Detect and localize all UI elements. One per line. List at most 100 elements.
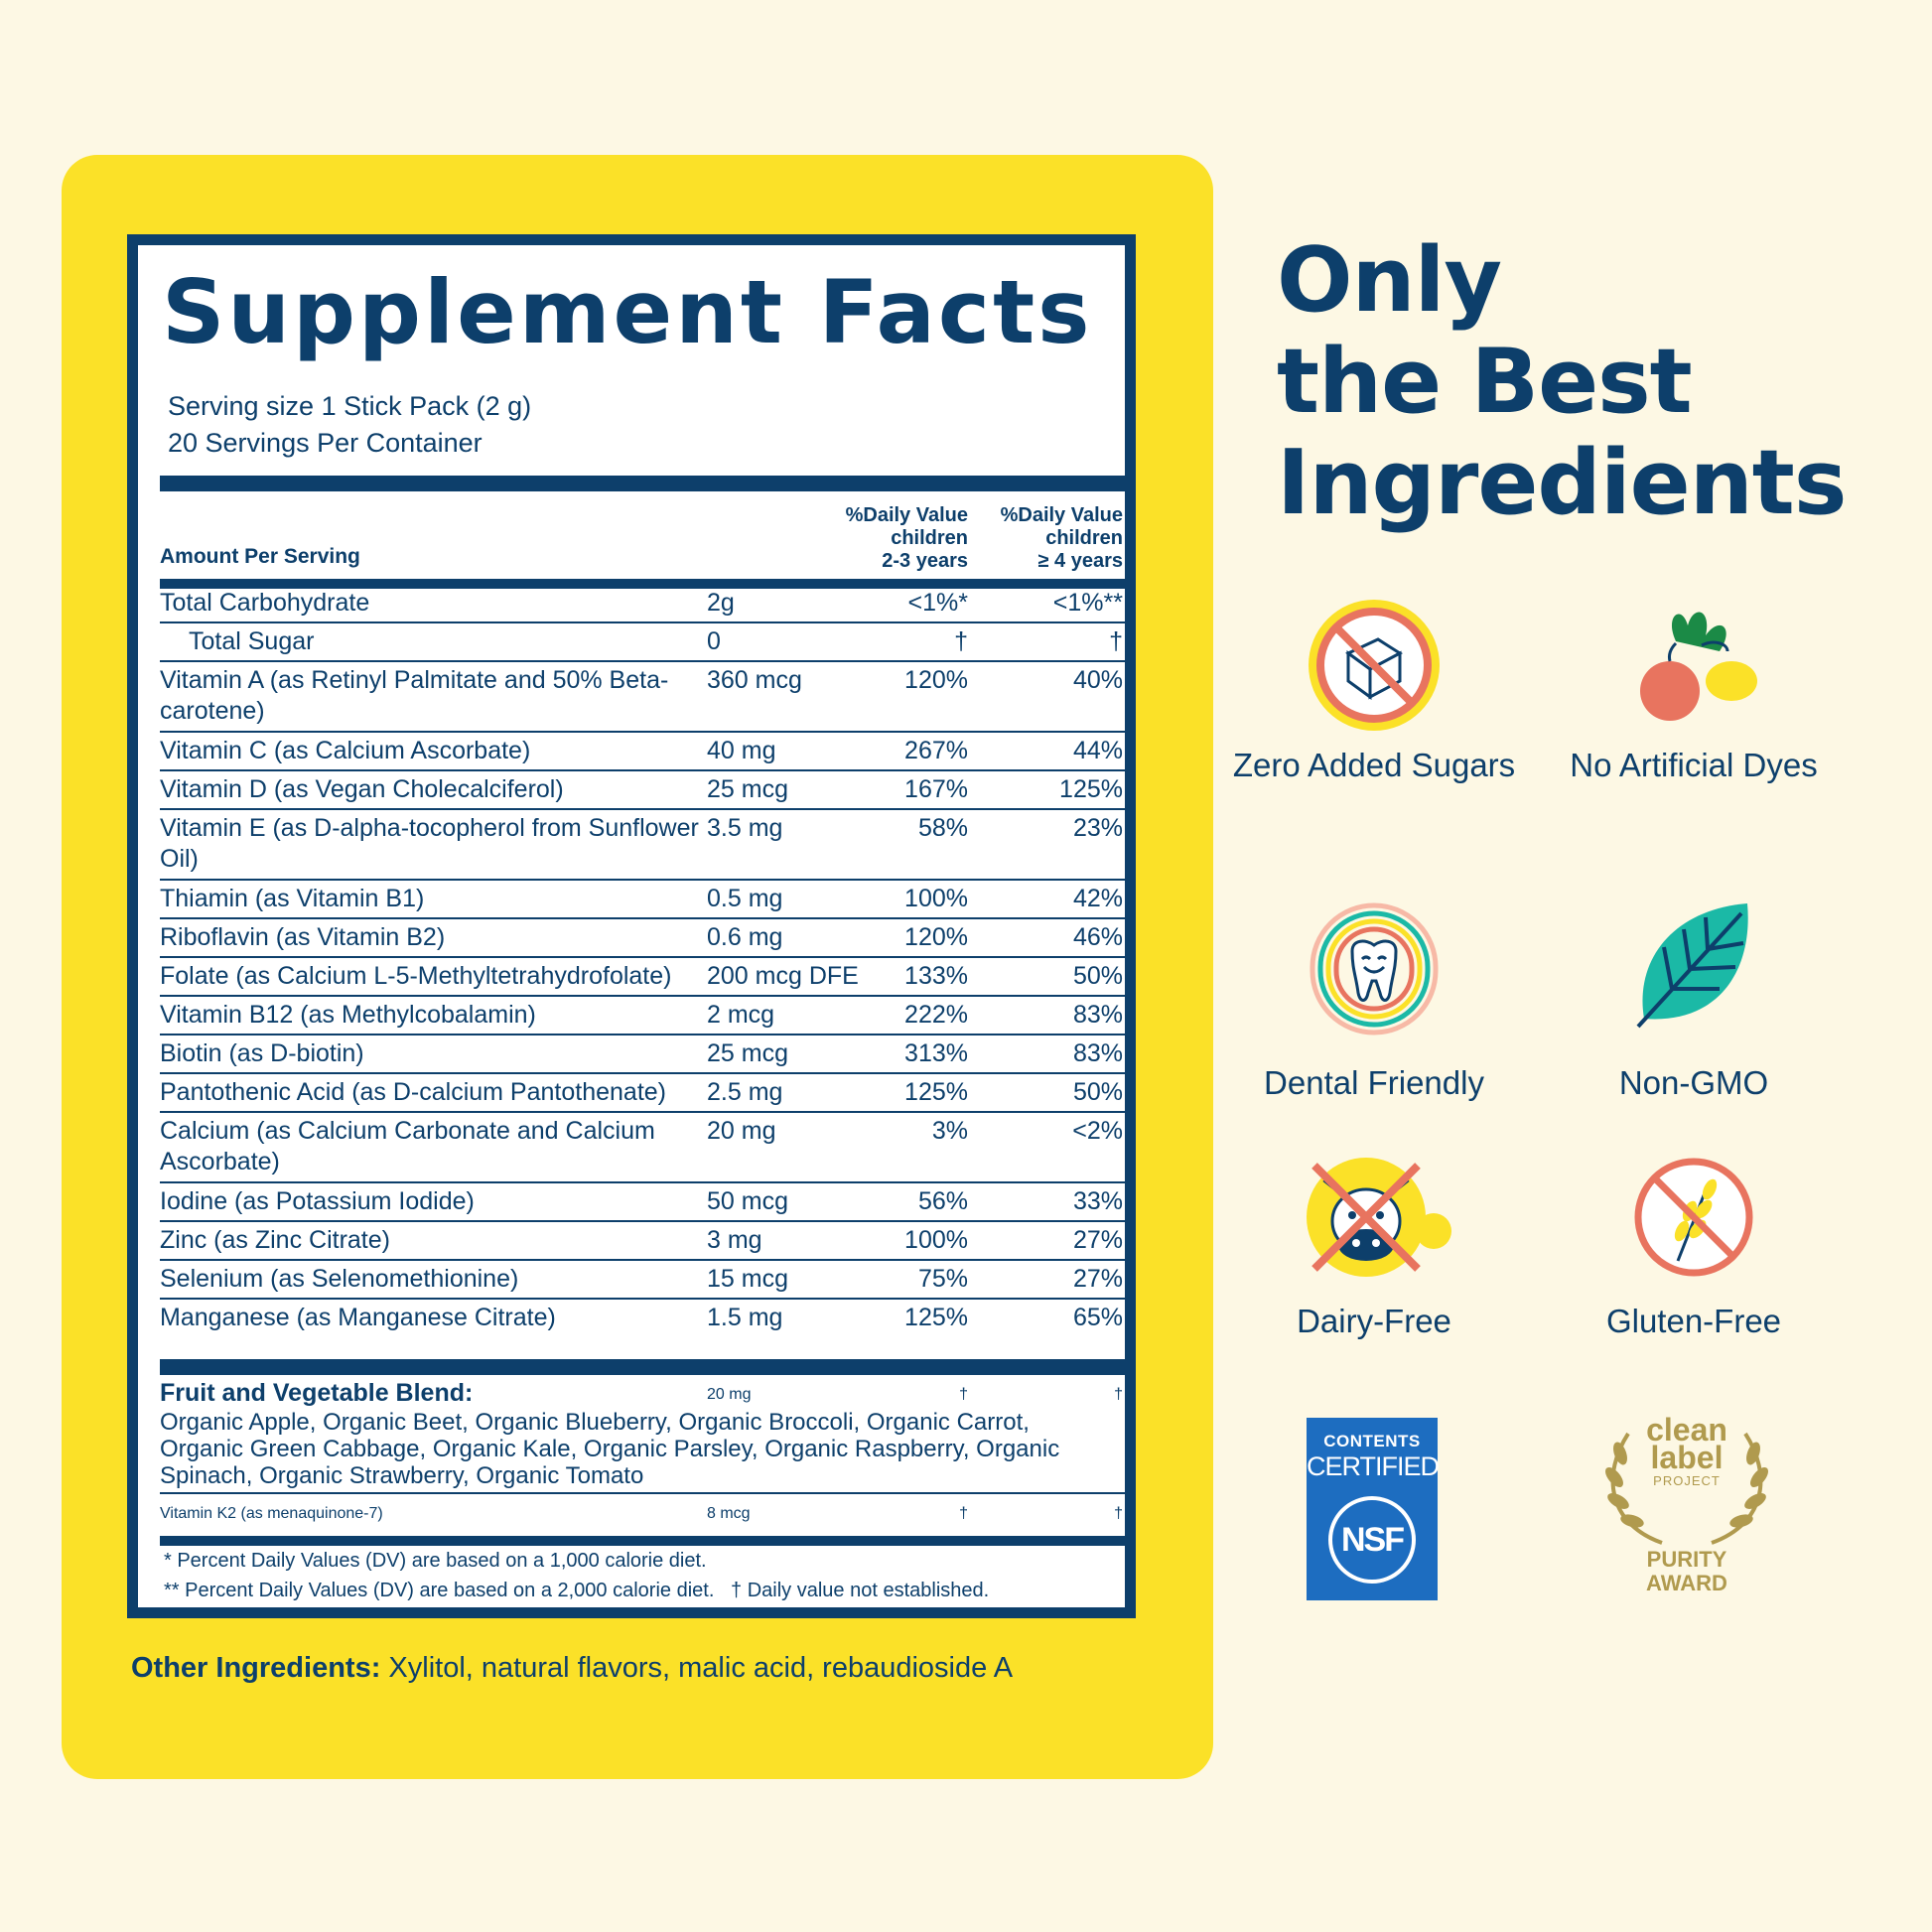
nutrient-amount: 25 mcg	[707, 1039, 788, 1067]
nutrient-name: Total Carbohydrate	[160, 589, 370, 617]
nutrient-amount: 0	[707, 627, 721, 655]
blend-dv1: †	[959, 1386, 968, 1403]
nutrient-amount: 0.5 mg	[707, 885, 783, 912]
nutrient-dv2: 27%	[1072, 1265, 1123, 1293]
nutrient-row: Iodine (as Potassium Iodide) 50 mcg 56% 33%	[160, 1183, 1125, 1222]
amount-per-serving-label: Amount Per Serving	[160, 545, 360, 568]
thick-divider	[160, 476, 1125, 491]
nutrient-name: Vitamin K2 (as menaquinone-7)	[160, 1505, 383, 1522]
nutrient-amount: 20 mg	[707, 1117, 776, 1145]
nutrient-row: Folate (as Calcium L-5-Methyltetrahydrof…	[160, 958, 1125, 997]
nutrient-dv2: 50%	[1072, 1078, 1123, 1106]
nutrient-row: Selenium (as Selenomethionine) 15 mcg 75% 2…	[160, 1261, 1125, 1300]
nutrient-dv1: 167%	[904, 775, 968, 803]
nutrient-name: Pantothenic Acid (as D-calcium Pantothen…	[160, 1078, 666, 1106]
nutrient-name: Vitamin E (as D-alpha-tocopherol from Su…	[160, 814, 699, 873]
happy-tooth-icon	[1310, 902, 1439, 1035]
nutrient-dv1: †	[959, 1505, 968, 1522]
nutrient-row: Total Sugar 0 † †	[160, 623, 1125, 662]
clean-label-purity-award: clean label PROJECT PURITY AWARD	[1592, 1414, 1781, 1612]
badge-zero-added-sugars: Zero Added Sugars	[1225, 596, 1523, 786]
nutrient-dv2: 23%	[1072, 814, 1123, 842]
nutrient-dv2: 46%	[1072, 923, 1123, 951]
footnotes: * Percent Daily Values (DV) are based on…	[164, 1546, 989, 1605]
nutrient-amount: 1.5 mg	[707, 1304, 783, 1331]
dv-header-4-years: %Daily Value children ≥ 4 years	[1000, 504, 1123, 572]
nutrient-row: Vitamin E (as D-alpha-tocopherol from Su…	[160, 810, 1125, 881]
laurel-wreath-icon	[1605, 1432, 1768, 1545]
nutrient-name: Vitamin C (as Calcium Ascorbate)	[160, 737, 531, 764]
nutrient-dv1: 100%	[904, 1226, 968, 1254]
nutrient-amount: 0.6 mg	[707, 923, 783, 951]
nutrient-amount: 3.5 mg	[707, 814, 783, 842]
nutrient-dv1: 125%	[904, 1304, 968, 1331]
nutrient-dv2: 83%	[1072, 1039, 1123, 1067]
nutrient-name: Vitamin A (as Retinyl Palmitate and 50% …	[160, 666, 669, 725]
nutrient-row: Zinc (as Zinc Citrate) 3 mg 100% 27%	[160, 1222, 1125, 1261]
badge-label: Gluten-Free	[1605, 1303, 1782, 1339]
nutrient-dv2: †	[1114, 1505, 1123, 1522]
serving-info: Serving size 1 Stick Pack (2 g) 20 Servi…	[168, 388, 531, 462]
headline-line-3: Ingredients	[1277, 431, 1847, 535]
nutrient-dv1: 222%	[904, 1001, 968, 1029]
footnote-1: * Percent Daily Values (DV) are based on…	[164, 1550, 707, 1572]
nutrient-dv1: 125%	[904, 1078, 968, 1106]
badge-label: Zero Added Sugars	[1232, 747, 1516, 783]
nutrient-dv2: 27%	[1072, 1226, 1123, 1254]
headline-line-1: Only	[1277, 228, 1502, 333]
footnote-2: ** Percent Daily Values (DV) are based o…	[164, 1580, 990, 1601]
nutrient-dv1: 75%	[917, 1265, 968, 1293]
leaf-icon	[1636, 903, 1748, 1029]
nutrient-amount: 25 mcg	[707, 775, 788, 803]
blend-ingredients: Organic Apple, Organic Beet, Organic Blu…	[160, 1409, 1060, 1489]
nutrient-dv1: †	[954, 627, 968, 655]
nutrient-name: Zinc (as Zinc Citrate)	[160, 1226, 390, 1254]
nutrient-dv1: <1%*	[907, 589, 968, 617]
no-dairy-icon	[1307, 1158, 1451, 1277]
nutrient-name: Vitamin B12 (as Methylcobalamin)	[160, 1001, 536, 1029]
thin-divider-k2	[160, 1492, 1125, 1494]
nutrient-row: Pantothenic Acid (as D-calcium Pantothen…	[160, 1074, 1125, 1113]
nutrient-dv1: 100%	[904, 885, 968, 912]
other-ingredients: Other Ingredients: Xylitol, natural flav…	[131, 1652, 1013, 1685]
nutrient-amount: 2g	[707, 589, 735, 617]
blend-dv2: †	[1114, 1386, 1123, 1403]
nutrient-dv2: 42%	[1072, 885, 1123, 912]
nsf-certified-badge: CONTENTS CERTIFIED NSF	[1307, 1418, 1440, 1600]
nutrient-dv1: 120%	[904, 666, 968, 694]
nutrient-row: Manganese (as Manganese Citrate) 1.5 mg 12…	[160, 1300, 1125, 1338]
nutrient-row: Biotin (as D-biotin) 25 mcg 313% 83%	[160, 1035, 1125, 1074]
nutrient-name: Total Sugar	[189, 627, 315, 655]
serving-size: Serving size 1 Stick Pack (2 g)	[168, 391, 532, 421]
nutrient-name: Calcium (as Calcium Carbonate and Calciu…	[160, 1117, 655, 1175]
badge-label: No Artificial Dyes	[1570, 747, 1818, 783]
badge-dental-friendly: Dental Friendly	[1225, 899, 1523, 1104]
nutrient-dv1: 58%	[917, 814, 968, 842]
nutrient-dv2: <1%**	[1052, 589, 1123, 617]
nutrient-row: Vitamin C (as Calcium Ascorbate) 40 mg 267…	[160, 733, 1125, 771]
medium-divider-footer	[160, 1536, 1125, 1546]
nutrient-dv1: 267%	[904, 737, 968, 764]
nutrient-amount: 50 mcg	[707, 1187, 788, 1215]
nutrient-dv2: 50%	[1072, 962, 1123, 990]
badge-no-artificial-dyes: No Artificial Dyes	[1545, 596, 1843, 786]
nutrient-name: Biotin (as D-biotin)	[160, 1039, 364, 1067]
nutrient-name: Thiamin (as Vitamin B1)	[160, 885, 425, 912]
nutrient-dv1: 133%	[904, 962, 968, 990]
nsf-top-text: CONTENTS	[1323, 1432, 1421, 1450]
nutrient-dv2: 65%	[1072, 1304, 1123, 1331]
badge-dairy-free: Dairy-Free	[1225, 1152, 1523, 1342]
medium-divider	[160, 579, 1125, 589]
nutrient-amount: 15 mcg	[707, 1265, 788, 1293]
nutrient-row: Riboflavin (as Vitamin B2) 0.6 mg 120% 46%	[160, 919, 1125, 958]
nutrient-row: Calcium (as Calcium Carbonate and Calciu…	[160, 1113, 1125, 1183]
badge-label: Non-GMO	[1618, 1064, 1769, 1101]
produce-icon	[1640, 612, 1757, 721]
nutrient-amount: 8 mcg	[707, 1505, 751, 1522]
supplement-facts-panel: Supplement Facts Serving size 1 Stick Pa…	[127, 234, 1136, 1618]
other-ingredients-label: Other Ingredients:	[131, 1652, 381, 1684]
nutrient-row: Vitamin A (as Retinyl Palmitate and 50% …	[160, 662, 1125, 733]
nutrient-amount: 2 mcg	[707, 1001, 775, 1029]
facts-title: Supplement Facts	[162, 261, 1093, 363]
nutrient-row: Thiamin (as Vitamin B1) 0.5 mg 100% 42%	[160, 881, 1125, 919]
